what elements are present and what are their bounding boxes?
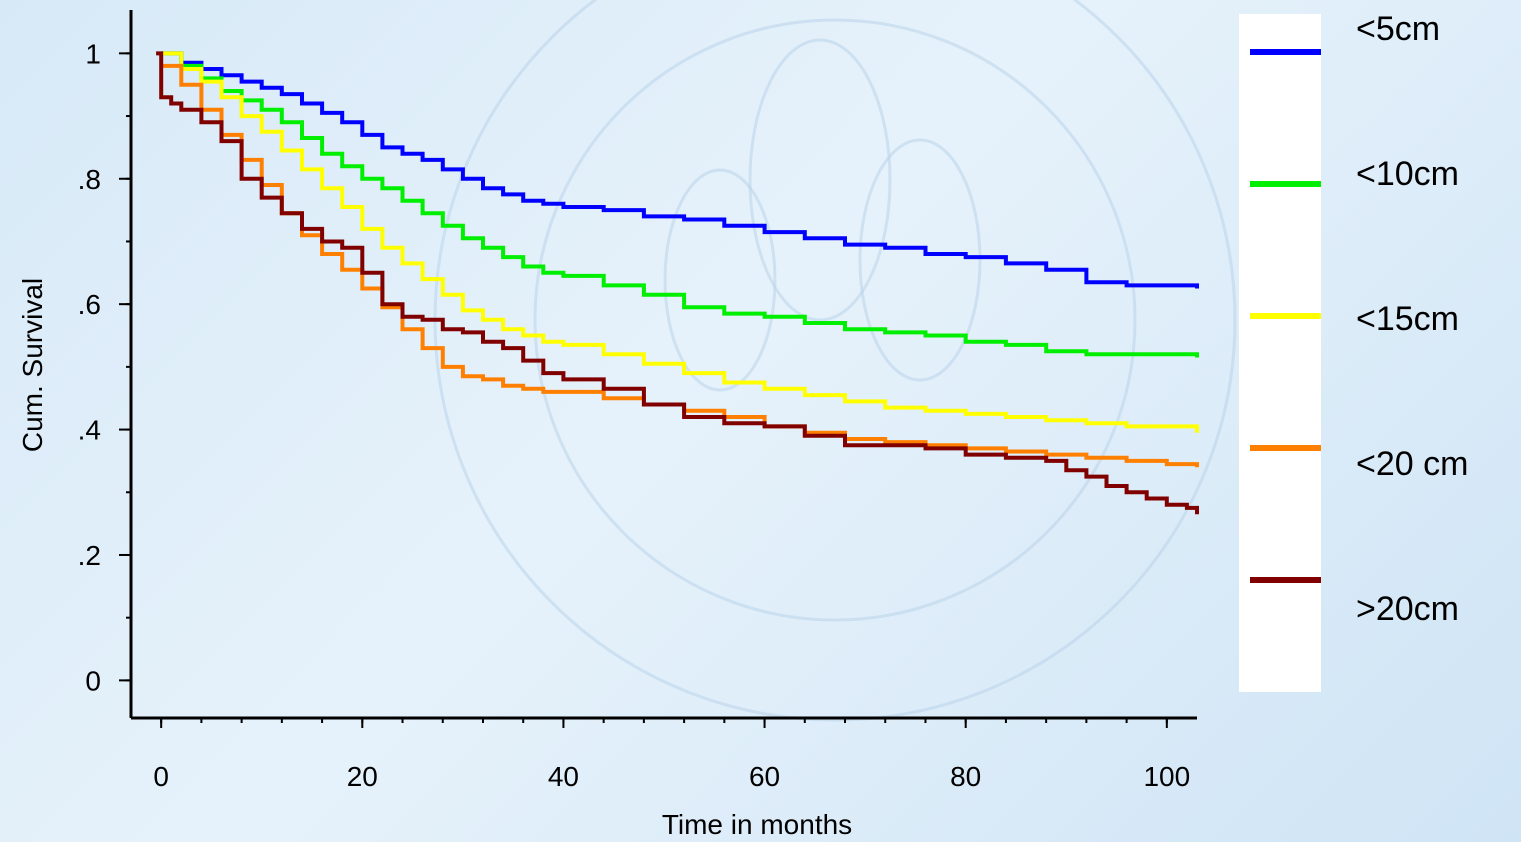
legend-box (1239, 14, 1321, 692)
y-tick-label: .4 (78, 415, 101, 446)
legend: <5cm <10cm <15cm <20 cm >20cm (1250, 10, 1468, 628)
y-tick-label: .8 (78, 164, 101, 195)
legend-label-4: <20 cm (1356, 445, 1468, 483)
axes: 0 20 40 60 80 100 0 .2 .4 .6 .8 1 (78, 10, 1197, 792)
x-tick-label: 60 (749, 761, 780, 792)
y-axis-title: Cum. Survival (17, 278, 48, 452)
survival-curve-3 (161, 51, 1199, 433)
background-seal-watermark (433, 0, 1237, 722)
legend-label-2: <10cm (1356, 155, 1459, 193)
x-tick-label: 80 (950, 761, 981, 792)
x-tick-label: 0 (153, 761, 169, 792)
legend-label-3: <15cm (1356, 300, 1459, 338)
plot-area (156, 51, 1199, 515)
y-tick-label: .2 (78, 540, 101, 571)
x-tick-label: 20 (347, 761, 378, 792)
legend-label-1: <5cm (1356, 10, 1440, 48)
x-axis-title: Time in months (662, 809, 852, 840)
survival-curve-2 (161, 51, 1199, 358)
x-tick-label: 40 (548, 761, 579, 792)
survival-curve-5 (156, 51, 1199, 515)
y-tick-label: 1 (85, 38, 101, 69)
legend-label-5: >20cm (1356, 590, 1459, 628)
survival-curve-1 (161, 51, 1199, 289)
y-tick-label: 0 (85, 665, 101, 696)
x-tick-label: 100 (1143, 761, 1190, 792)
y-tick-label: .6 (78, 289, 101, 320)
survival-curve-4 (161, 63, 1199, 468)
